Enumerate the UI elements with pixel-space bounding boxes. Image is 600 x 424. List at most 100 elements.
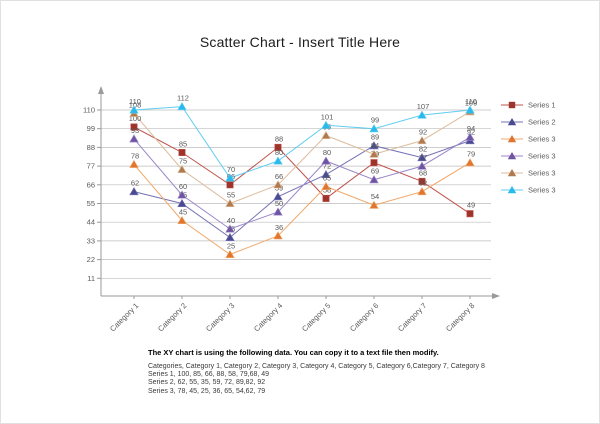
data-point-marker [178,149,186,157]
data-point-label: 62 [131,179,139,188]
data-point-label: 100 [129,114,142,123]
data-point-marker [369,149,379,158]
data-point-label: 62 [419,179,427,188]
data-point-label: 82 [419,145,427,154]
data-point-label: 88 [275,134,283,143]
data-point-label: 109 [465,99,478,108]
legend-label: Series 3 [528,186,556,195]
y-tick-label: 66 [87,180,95,189]
data-point-marker [369,124,379,133]
data-point-label: 36 [275,223,283,232]
data-point-marker [177,102,187,111]
data-point-label: 60 [179,182,187,191]
data-point-marker [417,187,427,196]
data-point-marker [321,181,331,190]
chart-data-note: The XY chart is using the following data… [148,348,485,396]
note-line-series1: Series 1, 100, 85, 66, 88, 58, 79,68, 49 [148,371,270,379]
data-point-label: 55 [227,191,235,200]
chart-title: Scatter Chart - Insert Title Here [199,34,401,50]
legend-item [501,152,523,160]
data-point-marker [129,134,139,143]
data-point-marker [177,198,187,207]
legend-label: Series 1 [528,101,556,110]
x-category-label: Category 7 [396,301,428,333]
data-point-label: 79 [467,150,475,159]
data-point-label: 49 [467,201,475,210]
data-point-label: 54 [371,192,379,201]
data-point-marker [417,110,427,119]
data-point-marker [225,173,235,182]
series-line [133,136,471,230]
y-tick-label: 33 [87,236,95,245]
legend-marker-icon [507,186,517,194]
data-point-label: 80 [275,148,283,157]
data-point-label: 77 [419,153,427,162]
x-category-label: Category 5 [300,301,332,333]
data-point-label: 25 [227,242,235,251]
data-point-marker [129,105,139,114]
data-point-marker [369,175,379,184]
data-point-label: 65 [323,174,331,183]
data-point-label: 40 [227,216,235,225]
data-point-label: 108 [129,100,142,109]
data-point-label: 80 [323,148,331,157]
data-point-label: 85 [179,140,187,149]
legend-item [501,169,523,177]
legend-item [501,101,523,109]
y-axis-arrow-icon [98,86,104,94]
y-tick-label: 55 [87,199,95,208]
y-tick-label: 110 [83,106,95,115]
data-point-marker [129,187,139,196]
data-point-label: 93 [131,126,139,135]
x-axis-arrow-icon [492,293,500,299]
data-point-marker [465,158,475,167]
x-category-label: Category 1 [108,301,140,333]
data-point-marker [225,249,235,258]
data-point-marker [321,170,331,179]
legend-label: Series 2 [528,118,556,127]
data-point-marker [321,156,331,165]
series-line [133,162,471,256]
data-point-label: 66 [275,172,283,181]
x-category-label: Category 6 [348,301,380,333]
legend-marker-icon [507,118,517,126]
data-point-marker [369,141,379,150]
data-point-label: 50 [275,199,283,208]
data-point-marker [273,207,283,216]
data-point-marker [465,132,475,141]
legend-marker-icon [508,101,516,109]
data-point-marker [273,180,283,189]
data-point-label: 110 [129,97,141,106]
note-heading: The XY chart is using the following data… [148,348,439,357]
data-point-marker [417,153,427,162]
data-point-label: 92 [467,128,475,137]
data-point-label: 68 [419,168,427,177]
y-tick-label: 44 [87,218,95,227]
data-point-label: 112 [177,94,189,103]
x-category-label: Category 2 [156,301,188,333]
legend-marker-icon [507,152,517,160]
data-point-label: 70 [227,165,235,174]
x-category-label: Category 4 [252,301,284,333]
data-point-marker [417,161,427,170]
data-point-label: 45 [179,208,187,217]
data-point-marker [370,159,378,167]
legend-marker-icon [507,169,517,177]
legend-item [501,118,523,126]
data-point-label: 75 [179,157,187,166]
data-point-marker [322,194,330,202]
data-point-marker [129,159,139,168]
data-point-marker [225,198,235,207]
data-point-marker [466,210,474,218]
legend-label: Series 3 [528,152,556,161]
data-point-label: 89 [371,133,379,142]
series-line [133,106,471,179]
data-point-label: 110 [465,97,477,106]
series-line [133,126,471,215]
note-line-categories: Categories, Category 1, Category 2, Cate… [148,363,485,370]
data-point-marker [177,164,187,173]
legend-item [501,186,523,194]
y-tick-label: 11 [87,274,95,283]
